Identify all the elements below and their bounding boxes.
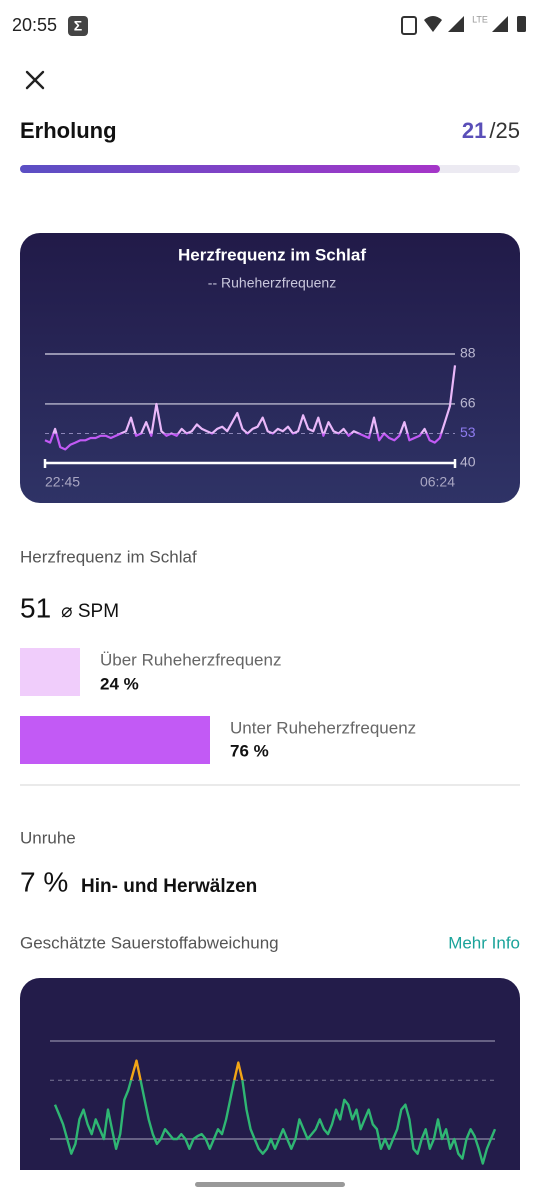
app-icon-glyph: Σ: [74, 18, 82, 34]
y-tick-label: 40: [460, 454, 476, 470]
signal-icon: [492, 16, 508, 32]
hr-line-above: [52, 365, 457, 434]
oxygen-line: [53, 1080, 497, 1165]
oxygen-card-group: [20, 978, 520, 1170]
nfc-icon: [401, 16, 417, 35]
above-bar: [20, 648, 80, 696]
close-button[interactable]: [25, 70, 45, 90]
y-tick-label: 53: [460, 424, 476, 440]
heart-chart-card: [20, 233, 520, 503]
network-label: LTE: [472, 14, 488, 24]
average-unit: ⌀ SPM: [61, 601, 119, 622]
average-value: 51: [20, 592, 51, 623]
x-tick-label: 22:45: [45, 474, 80, 490]
status-time: 20:55: [12, 15, 57, 35]
restless-description: Hin- und Herwälzen: [81, 876, 257, 897]
header-title: Erholung: [20, 118, 117, 143]
score-max: /25: [489, 118, 520, 143]
x-tick-label: 06:24: [420, 474, 455, 490]
progress-fill: [20, 165, 440, 173]
above-label: Über Ruheherzfrequenz: [100, 650, 281, 669]
section-label: Herzfrequenz im Schlaf: [20, 547, 197, 566]
section-label: Geschätzte Sauerstoffabweichung: [20, 933, 279, 952]
oxygen-chart-card: [20, 978, 520, 1170]
score: 21: [462, 118, 486, 143]
wifi-icon: [424, 16, 442, 32]
section-label: Unruhe: [20, 828, 76, 847]
y-tick-label: 88: [460, 345, 476, 361]
below-percent: 76 %: [230, 741, 269, 760]
battery-icon: [517, 16, 526, 32]
more-info-link[interactable]: Mehr Info: [448, 933, 520, 952]
restless-percent: 7 %: [20, 866, 68, 897]
app-icon: [68, 16, 88, 36]
signal-icon: [448, 16, 464, 32]
hr-line-below: [44, 433, 443, 451]
chart-title: Herzfrequenz im Schlaf: [178, 245, 366, 264]
below-bar: [20, 716, 210, 764]
chart-subtitle: -- Ruheherzfrequenz: [208, 275, 336, 291]
y-tick-label: 66: [460, 395, 476, 411]
home-indicator[interactable]: [195, 1182, 345, 1187]
above-percent: 24 %: [100, 674, 139, 693]
below-label: Unter Ruheherzfrequenz: [230, 718, 416, 737]
